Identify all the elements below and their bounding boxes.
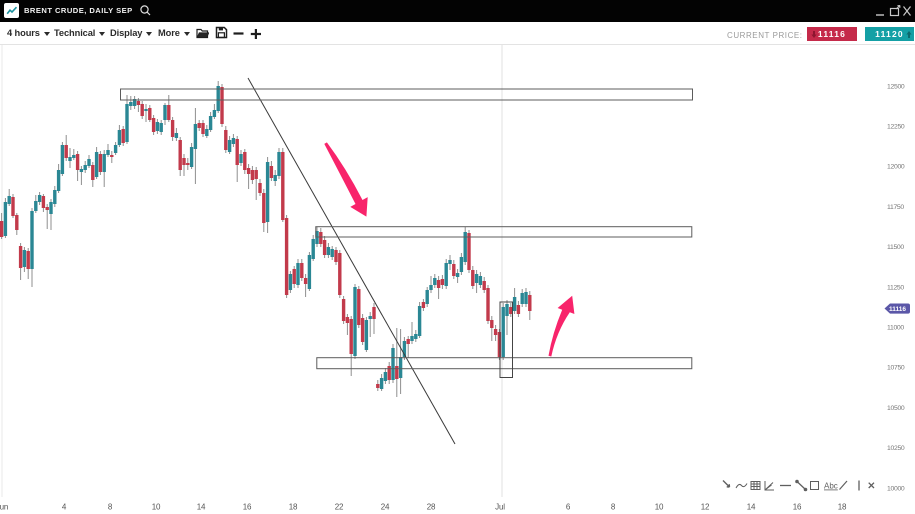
svg-text:8: 8 xyxy=(611,503,616,512)
svg-text:11750: 11750 xyxy=(887,204,904,211)
svg-text:11000: 11000 xyxy=(887,325,904,332)
svg-text:16: 16 xyxy=(243,503,252,512)
svg-text:12000: 12000 xyxy=(887,164,905,171)
svg-text:16: 16 xyxy=(793,503,802,512)
svg-text:12500: 12500 xyxy=(887,83,905,90)
svg-text:10: 10 xyxy=(152,503,161,512)
svg-text:14: 14 xyxy=(747,503,756,512)
svg-text:22: 22 xyxy=(335,503,344,512)
svg-text:Jun: Jun xyxy=(0,503,8,512)
svg-text:10000: 10000 xyxy=(887,485,905,492)
svg-text:10: 10 xyxy=(655,503,664,512)
svg-text:18: 18 xyxy=(289,503,298,512)
svg-text:12250: 12250 xyxy=(887,124,905,131)
svg-text:10750: 10750 xyxy=(887,365,905,372)
svg-text:11116: 11116 xyxy=(889,306,906,313)
svg-text:10250: 10250 xyxy=(887,445,905,452)
svg-text:11250: 11250 xyxy=(887,284,904,291)
svg-text:Abc: Abc xyxy=(824,482,838,491)
svg-text:18: 18 xyxy=(838,503,847,512)
svg-text:14: 14 xyxy=(197,503,206,512)
svg-text:8: 8 xyxy=(108,503,113,512)
svg-text:6: 6 xyxy=(566,503,571,512)
svg-text:28: 28 xyxy=(427,503,436,512)
svg-text:10500: 10500 xyxy=(887,405,905,412)
svg-text:24: 24 xyxy=(381,503,390,512)
svg-text:11500: 11500 xyxy=(887,244,904,251)
svg-text:Jul: Jul xyxy=(495,503,505,512)
svg-text:12: 12 xyxy=(701,503,710,512)
svg-text:4: 4 xyxy=(62,503,67,512)
